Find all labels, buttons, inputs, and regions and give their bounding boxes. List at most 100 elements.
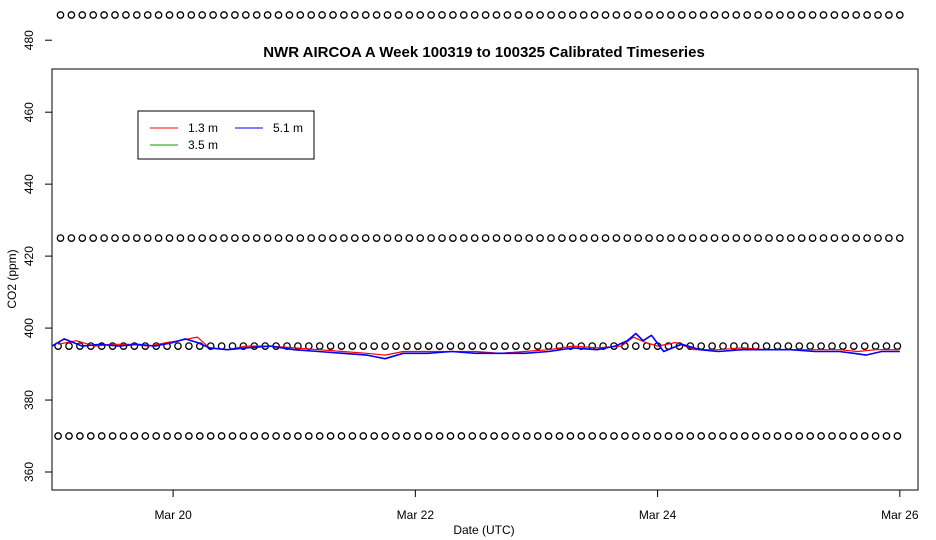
calibration-point (623, 11, 632, 19)
calibration-point (65, 342, 73, 350)
calibration-point (185, 342, 193, 350)
calibration-point (492, 11, 501, 19)
calibration-point (209, 234, 217, 242)
calibration-point (285, 234, 294, 242)
calibration-point (403, 432, 411, 440)
calibration-point (512, 342, 520, 350)
series-lines (51, 332, 900, 360)
calibration-point (241, 11, 250, 19)
calibration-point (601, 11, 610, 19)
calibration-point (100, 234, 108, 242)
calibration-point (882, 432, 891, 440)
calibration-point (885, 11, 893, 19)
calibration-point (89, 11, 98, 19)
calibration-point (416, 11, 425, 19)
y-axis: 360 380 400 420 440 460 480 (22, 30, 52, 482)
calibration-point (165, 234, 174, 242)
calibration-point (340, 234, 348, 242)
calibration-point (206, 432, 215, 440)
calibration-point (231, 234, 239, 242)
calibration-point (773, 432, 782, 440)
calibration-point (612, 234, 621, 242)
calibration-point (631, 342, 640, 350)
legend-box (137, 110, 315, 160)
calibration-point (359, 342, 368, 350)
calibration-point (119, 432, 128, 440)
calibration-point (688, 234, 697, 242)
calibration-point (721, 234, 730, 242)
calibration-point (198, 11, 207, 19)
calibration-point (427, 11, 435, 19)
x-tick-label: Mar 24 (639, 508, 677, 522)
calibration-point (634, 11, 643, 19)
calibration-point (710, 234, 719, 242)
calibration-point (819, 234, 828, 242)
calibration-point (841, 234, 850, 242)
calibration-point (315, 342, 324, 350)
calibration-point (786, 234, 795, 242)
x-axis: Mar 20 Mar 22 Mar 24 Mar 26 (154, 490, 919, 522)
calibration-point (841, 11, 850, 19)
calibration-point (449, 234, 457, 242)
calibration-point (708, 432, 716, 440)
calibration-point (751, 432, 760, 440)
calibration-point (656, 234, 664, 242)
calibration-point (350, 11, 359, 19)
calibration-point (730, 342, 738, 350)
calibration-point (754, 11, 762, 19)
calibration-point (392, 342, 400, 350)
calibration-point (176, 11, 185, 19)
calibration-point (501, 432, 509, 440)
calibration-point (176, 234, 185, 242)
calibration-point (784, 342, 793, 350)
calibration-point (470, 234, 479, 242)
y-tick-label: 400 (22, 318, 36, 338)
calibration-point (263, 234, 272, 242)
calibration-point (699, 234, 708, 242)
calibration-point (882, 342, 891, 350)
calibration-point (533, 432, 542, 440)
calibration-point (78, 234, 87, 242)
calibration-point (56, 11, 65, 19)
calibration-point (849, 342, 858, 350)
legend-label-5-1m: 5.1 m (273, 121, 303, 135)
calibration-point (776, 234, 784, 242)
calibration-point (435, 432, 444, 440)
calibration-point (719, 432, 727, 440)
calibration-point (370, 342, 379, 350)
calibration-point (479, 432, 488, 440)
calibration-point (54, 432, 62, 440)
calibration-point (468, 342, 477, 350)
calibration-point (394, 11, 403, 19)
calibration-point (874, 234, 882, 242)
calibration-point (185, 432, 193, 440)
calibration-point (152, 432, 161, 440)
calibration-point (174, 342, 182, 350)
calibration-point (174, 432, 182, 440)
calibration-point (610, 432, 618, 440)
calibration-point (740, 432, 749, 440)
calibration-point (503, 234, 512, 242)
calibration-point (817, 432, 825, 440)
calibration-point (743, 234, 752, 242)
calibration-point (754, 234, 762, 242)
calibration-point (261, 432, 270, 440)
x-tick-label: Mar 22 (397, 508, 435, 522)
calibration-point (893, 432, 902, 440)
calibration-point (97, 432, 106, 440)
calibration-point (577, 432, 586, 440)
calibration-point (588, 342, 597, 350)
calibration-point (708, 342, 716, 350)
calibration-point (830, 234, 839, 242)
y-tick-label: 420 (22, 246, 36, 266)
calibration-point (871, 342, 880, 350)
calibration-point (424, 342, 433, 350)
calibration-point (122, 234, 130, 242)
calibration-point (568, 11, 577, 19)
calibration-points (54, 11, 904, 440)
calibration-point (274, 11, 283, 19)
calibration-point (446, 432, 455, 440)
calibration-point (383, 234, 392, 242)
calibration-point (806, 432, 815, 440)
calibration-point (522, 432, 531, 440)
